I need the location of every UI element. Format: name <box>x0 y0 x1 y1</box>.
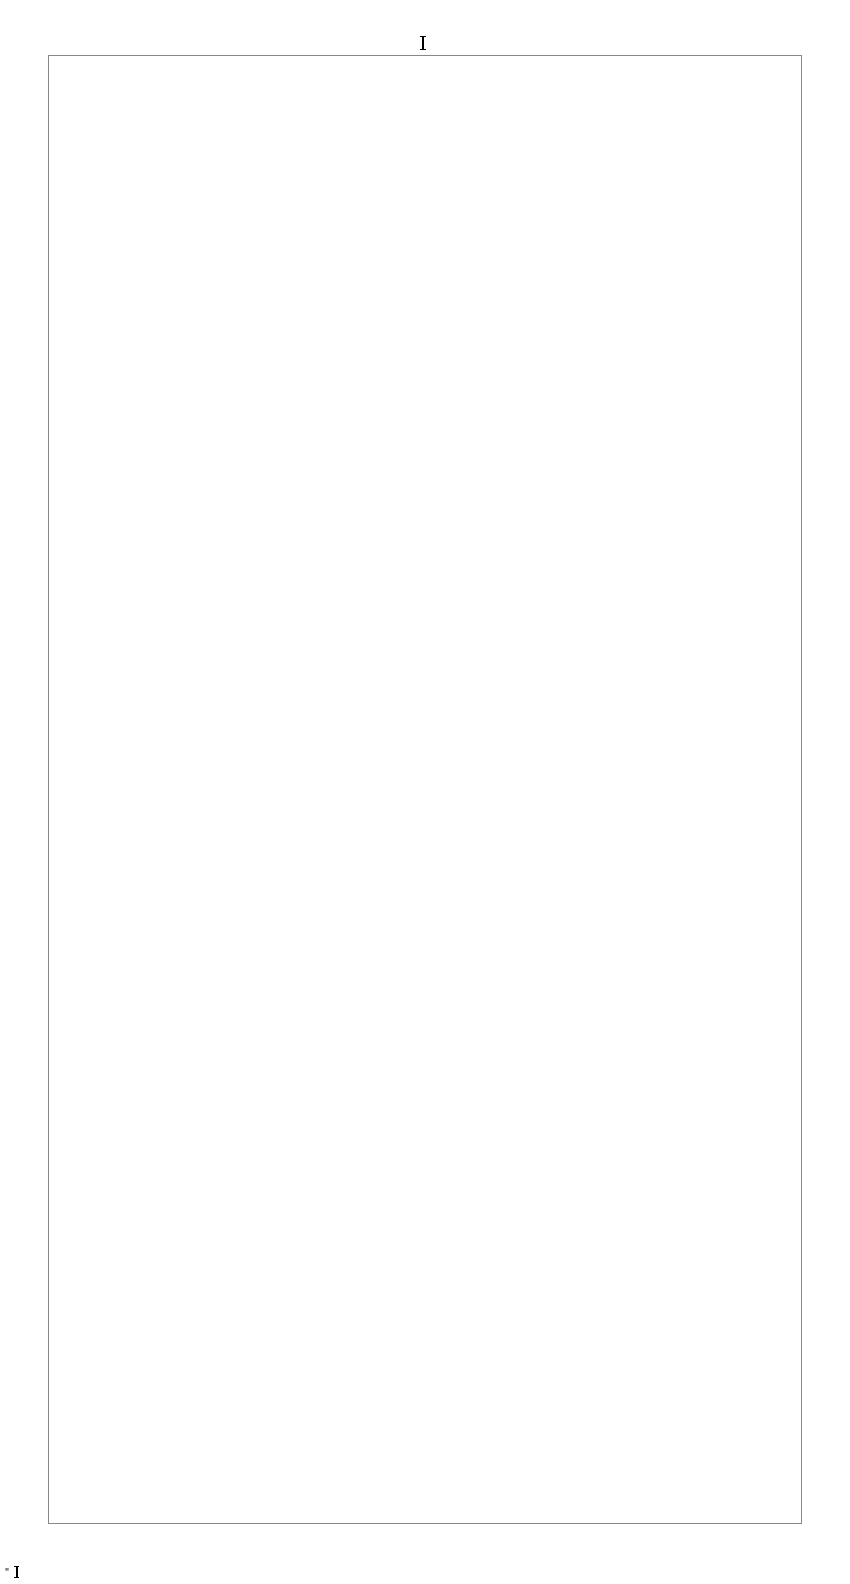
utc-time-labels <box>0 55 46 1524</box>
x-axis <box>48 1524 802 1554</box>
footer-scale: " <box>4 1566 18 1578</box>
pdt-time-labels <box>804 55 850 1524</box>
scale-indicator <box>422 36 428 50</box>
mini-tick-icon: " <box>4 1567 10 1578</box>
header <box>0 0 850 50</box>
scale-bar-icon <box>422 36 424 50</box>
mini-bar-icon <box>16 1566 18 1578</box>
seismogram-plot <box>48 55 802 1524</box>
